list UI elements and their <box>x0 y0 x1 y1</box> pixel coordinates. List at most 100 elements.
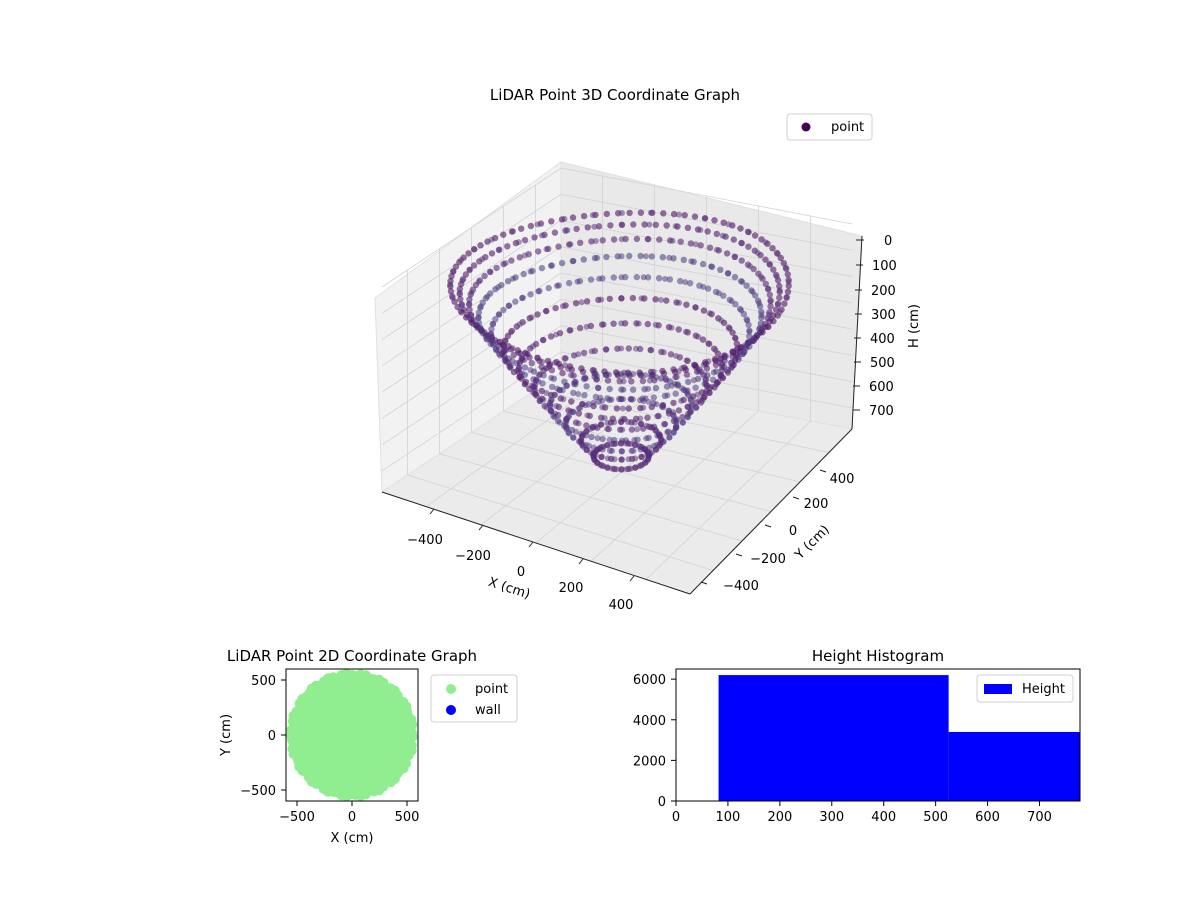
data-point <box>652 384 660 392</box>
data-point <box>744 317 751 324</box>
data-point <box>697 242 704 249</box>
data-point <box>769 245 776 252</box>
data-point <box>713 230 720 238</box>
plot-histogram: Height Histogram 0 100 200 300 400 500 600 700 … <box>633 647 1081 825</box>
data-point <box>575 438 582 445</box>
data-point <box>666 254 673 261</box>
x-tick-label: 0 <box>517 565 525 580</box>
data-point <box>643 422 650 429</box>
data-point <box>548 374 555 381</box>
data-point <box>543 246 550 253</box>
data-point <box>675 407 683 414</box>
y-tick-label: −200 <box>750 552 786 567</box>
data-point <box>637 415 644 422</box>
data-point <box>530 389 536 396</box>
data-point <box>642 372 649 379</box>
data-point <box>568 408 574 415</box>
data-point <box>610 274 617 281</box>
y-tick-label: −500 <box>240 784 276 799</box>
data-point <box>567 327 574 334</box>
data-point <box>522 350 529 357</box>
data-point <box>507 329 514 336</box>
data-point <box>591 223 598 230</box>
data-point <box>582 375 589 382</box>
data-point <box>558 259 566 267</box>
data-point <box>782 264 789 271</box>
legend-marker-point <box>446 684 456 694</box>
data-point <box>679 385 685 392</box>
histogram-y-axis: 0 2000 4000 6000 <box>633 673 676 810</box>
data-point <box>682 328 689 335</box>
data-point <box>466 306 473 313</box>
data-point <box>447 288 455 295</box>
data-point <box>647 209 654 216</box>
data-point <box>620 396 627 403</box>
data-point <box>552 410 559 417</box>
data-point <box>598 453 605 460</box>
grid-line <box>381 272 853 393</box>
data-point <box>613 405 621 412</box>
data-point <box>603 210 610 218</box>
data-point <box>655 275 663 282</box>
data-point <box>702 390 709 397</box>
data-point <box>488 333 494 340</box>
data-point <box>509 345 516 352</box>
data-point <box>481 272 488 280</box>
data-point <box>618 448 625 455</box>
data-point <box>521 357 528 364</box>
data-point <box>516 321 523 328</box>
y-tick-label: 6000 <box>633 673 666 688</box>
data-point <box>493 264 500 272</box>
x-tick-mark <box>578 558 584 565</box>
data-point <box>644 320 651 328</box>
data-point <box>599 435 606 443</box>
data-point-cluster <box>294 677 410 793</box>
data-point <box>519 295 526 301</box>
legend-2d: point wall <box>430 674 518 723</box>
data-point <box>670 210 678 218</box>
data-point <box>680 256 687 263</box>
data-point <box>692 384 699 391</box>
data-point <box>773 273 780 280</box>
y-tick-label: −400 <box>723 579 759 594</box>
data-point <box>666 434 673 441</box>
data-point <box>723 353 729 360</box>
point-cloud-3d <box>447 209 792 473</box>
data-point <box>713 381 720 388</box>
data-point <box>700 283 707 290</box>
data-point <box>625 345 632 352</box>
x-tick-label: 600 <box>975 810 1000 825</box>
data-point <box>679 413 686 421</box>
data-point <box>580 349 588 357</box>
data-point <box>675 368 682 375</box>
data-point <box>579 368 587 375</box>
data-point <box>510 228 516 235</box>
data-point <box>583 323 590 330</box>
data-point <box>594 254 601 261</box>
data-point <box>468 289 475 296</box>
data-point <box>528 382 535 389</box>
data-point <box>648 424 655 431</box>
data-point <box>754 249 761 256</box>
x-tick-label: 200 <box>767 810 792 825</box>
data-point <box>539 232 545 239</box>
data-point <box>604 455 611 462</box>
data-point <box>490 320 497 327</box>
data-point <box>560 396 567 403</box>
legend-3d: point <box>786 113 873 141</box>
chart-3d-title: LiDAR Point 3D Coordinate Graph <box>490 86 740 104</box>
data-point <box>521 364 529 371</box>
data-point <box>567 241 574 248</box>
x-tick-mark <box>528 541 534 548</box>
data-point <box>643 435 650 442</box>
data-point <box>605 371 612 378</box>
data-point <box>502 347 509 354</box>
data-point <box>783 294 790 301</box>
data-point <box>692 241 699 248</box>
data-point <box>509 275 516 282</box>
y-tick-label: 400 <box>830 472 855 487</box>
x-tick-label: 200 <box>559 581 584 596</box>
data-point <box>695 368 702 375</box>
data-point <box>663 377 670 384</box>
data-point <box>757 329 764 336</box>
